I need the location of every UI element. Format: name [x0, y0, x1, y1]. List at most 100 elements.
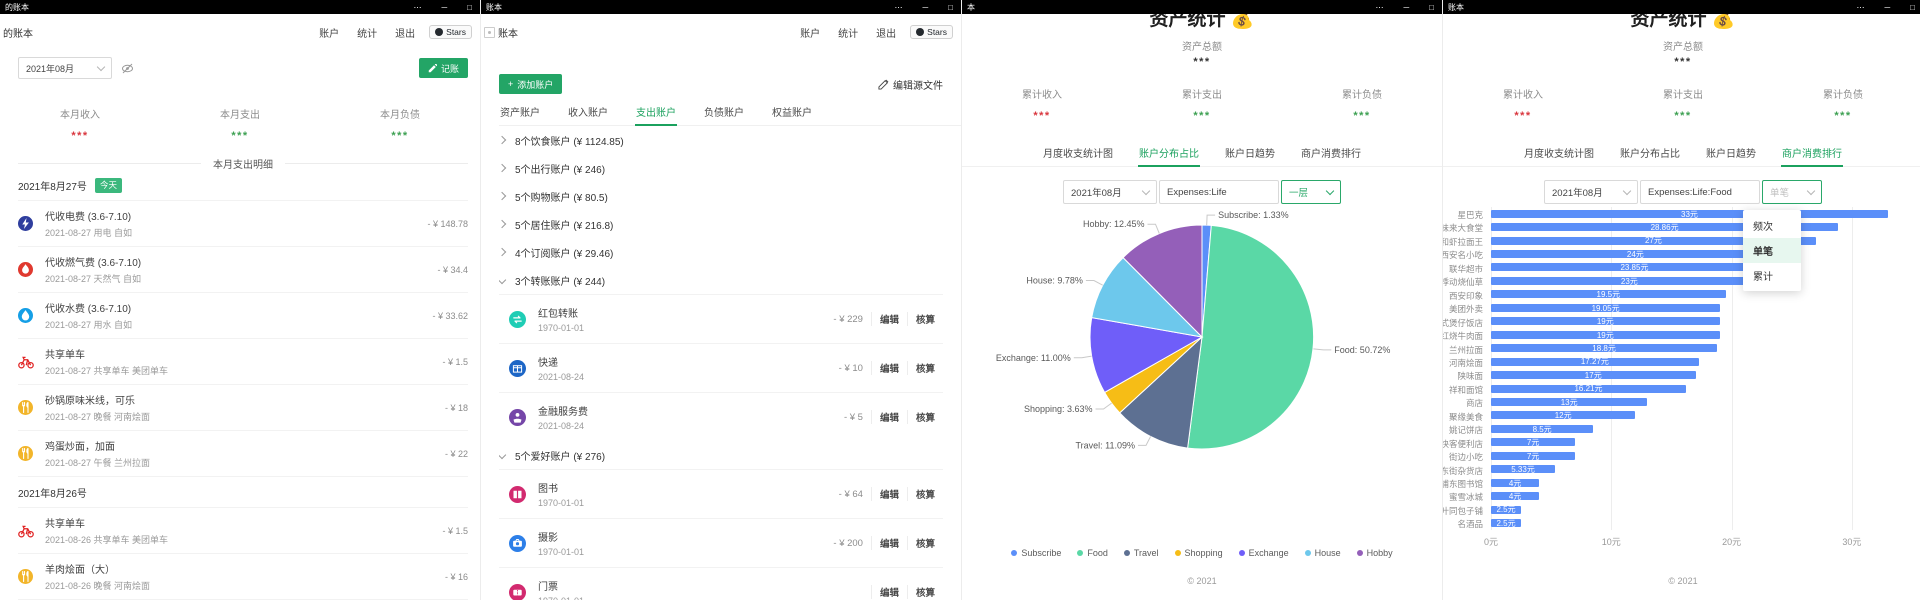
- account-query-input[interactable]: Expenses:Life:Food: [1640, 180, 1760, 204]
- tab-3[interactable]: 负债账户: [704, 108, 744, 119]
- transaction-row[interactable]: 砂锅原味米线，可乐 2021-08-27 晚餐 河南烩面 - ¥ 18: [18, 384, 468, 430]
- transaction-row[interactable]: 羊肉烩面（大） 2021-08-26 晚餐 河南烩面 - ¥ 16: [18, 553, 468, 599]
- audit-link[interactable]: 核算: [906, 487, 943, 501]
- pie-slice-food[interactable]: [1187, 224, 1315, 450]
- bar-10[interactable]: [1491, 344, 1718, 353]
- stats-tab-0[interactable]: 月度收支统计图: [1043, 149, 1113, 160]
- audit-link[interactable]: 核算: [906, 585, 943, 599]
- bar-13[interactable]: [1491, 384, 1686, 393]
- stats-tab-3[interactable]: 商户消费排行: [1301, 149, 1361, 160]
- stats-tab-3[interactable]: 商户消费排行: [1781, 145, 1843, 167]
- bar-17[interactable]: [1491, 438, 1576, 447]
- legend-item-food[interactable]: Food: [1077, 548, 1108, 558]
- bar-14[interactable]: [1491, 397, 1648, 406]
- window-titlebar[interactable]: 账本 ⋯ ─ □: [1443, 0, 1920, 14]
- window-minimize-button[interactable]: ─: [1403, 2, 1410, 12]
- mode-select[interactable]: 单笔: [1762, 180, 1822, 204]
- window-titlebar[interactable]: 的账本 ⋯ ─ □: [0, 0, 480, 14]
- window-maximize-button[interactable]: □: [467, 2, 472, 12]
- edit-link[interactable]: 编辑: [870, 312, 907, 326]
- account-query-input[interactable]: Expenses:Life: [1159, 180, 1279, 204]
- nav-item-logout[interactable]: 退出: [395, 28, 416, 40]
- tab-1[interactable]: 收入账户: [568, 108, 608, 119]
- window-maximize-button[interactable]: □: [1910, 2, 1915, 12]
- bar-12[interactable]: [1491, 371, 1696, 380]
- account-group-header[interactable]: 3个转账账户 (¥ 244): [499, 266, 943, 294]
- account-group-header[interactable]: 5个居住账户 (¥ 216.8): [499, 210, 943, 238]
- legend-item-house[interactable]: House: [1304, 548, 1341, 558]
- tab-4[interactable]: 权益账户: [772, 108, 812, 119]
- window-titlebar[interactable]: 账本 ⋯ ─ □: [481, 0, 961, 14]
- bar-19[interactable]: [1491, 465, 1556, 474]
- edit-source-button[interactable]: 编辑源文件: [878, 77, 943, 92]
- account-group-header[interactable]: 5个爱好账户 (¥ 276): [499, 441, 943, 469]
- nav-item-stats[interactable]: 统计: [838, 28, 859, 40]
- nav-item-accounts[interactable]: 账户: [800, 28, 821, 40]
- bar-5[interactable]: [1491, 276, 1768, 285]
- account-group-header[interactable]: 4个订阅账户 (¥ 29.46): [499, 238, 943, 266]
- account-group-header[interactable]: 8个饮食账户 (¥ 1124.85): [499, 126, 943, 154]
- window-minimize-button[interactable]: ─: [441, 2, 448, 12]
- bar-18[interactable]: [1491, 451, 1576, 460]
- bar-1[interactable]: [1491, 223, 1839, 232]
- account-row[interactable]: 红包转账 1970-01-01 - ¥ 229 编辑 核算: [499, 294, 943, 343]
- dropdown-option-0[interactable]: 频次: [1753, 222, 1773, 233]
- bar-21[interactable]: [1491, 492, 1540, 501]
- window-more-button[interactable]: ⋯: [894, 2, 903, 12]
- transaction-row[interactable]: 代收燃气费 (3.6-7.10) 2021-08-27 天然气 自如 - ¥ 34.…: [18, 246, 468, 292]
- stats-tab-2[interactable]: 账户日趋势: [1225, 149, 1275, 160]
- transaction-row[interactable]: 代收电费 (3.6-7.10) 2021-08-27 用电 自如 - ¥ 148.7…: [18, 200, 468, 246]
- bar-4[interactable]: [1491, 263, 1778, 272]
- stats-tab-2[interactable]: 账户日趋势: [1706, 149, 1756, 160]
- nav-item-logout[interactable]: 退出: [876, 28, 897, 40]
- account-row[interactable]: 摄影 1970-01-01 - ¥ 200 编辑 核算: [499, 518, 943, 567]
- tab-0[interactable]: 资产账户: [500, 108, 540, 119]
- window-more-button[interactable]: ⋯: [413, 2, 422, 12]
- pie-slice-exchange[interactable]: [1089, 317, 1204, 394]
- month-select[interactable]: 2021年08月: [18, 57, 112, 79]
- legend-item-hobby[interactable]: Hobby: [1356, 548, 1393, 558]
- nav-item-accounts[interactable]: 账户: [319, 28, 340, 40]
- bar-7[interactable]: [1491, 303, 1721, 312]
- transaction-row[interactable]: 鸡蛋炒面，加面 2021-08-27 午餐 兰州拉面 - ¥ 22: [18, 430, 468, 476]
- stats-tab-1[interactable]: 账户分布占比: [1138, 145, 1200, 167]
- bar-0[interactable]: [1491, 209, 1888, 218]
- month-select[interactable]: 2021年08月: [1544, 180, 1638, 204]
- edit-link[interactable]: 编辑: [870, 410, 907, 424]
- dropdown-option-1[interactable]: 单笔: [1743, 238, 1801, 263]
- account-group-header[interactable]: 5个出行账户 (¥ 246): [499, 154, 943, 182]
- tab-2[interactable]: 支出账户: [635, 104, 677, 126]
- add-account-button[interactable]: + 添加账户: [499, 74, 563, 94]
- bar-8[interactable]: [1491, 317, 1720, 326]
- record-transaction-button[interactable]: 记账: [418, 58, 468, 78]
- account-row[interactable]: 金融服务费 2021-08-24 - ¥ 5 编辑 核算: [499, 392, 943, 441]
- window-minimize-button[interactable]: ─: [1884, 2, 1891, 12]
- transaction-row[interactable]: 代收水费 (3.6-7.10) 2021-08-27 用水 自如 - ¥ 33.62: [18, 292, 468, 338]
- account-row[interactable]: 图书 1970-01-01 - ¥ 64 编辑 核算: [499, 469, 943, 518]
- bar-6[interactable]: [1491, 290, 1726, 299]
- pie-slice-travel[interactable]: [1118, 335, 1203, 449]
- window-minimize-button[interactable]: ─: [922, 2, 929, 12]
- nav-item-stats[interactable]: 统计: [357, 28, 378, 40]
- edit-link[interactable]: 编辑: [870, 487, 907, 501]
- edit-link[interactable]: 编辑: [870, 536, 907, 550]
- transaction-row[interactable]: 共享单车 2021-08-27 共享单车 美团单车 - ¥ 1.5: [18, 338, 468, 384]
- bar-9[interactable]: [1491, 330, 1720, 339]
- legend-item-travel[interactable]: Travel: [1123, 548, 1159, 558]
- bar-2[interactable]: [1491, 236, 1816, 245]
- audit-link[interactable]: 核算: [906, 312, 943, 326]
- window-maximize-button[interactable]: □: [1429, 2, 1434, 12]
- legend-item-exchange[interactable]: Exchange: [1238, 548, 1289, 558]
- bar-22[interactable]: [1491, 505, 1522, 514]
- stats-tab-1[interactable]: 账户分布占比: [1620, 149, 1680, 160]
- bar-11[interactable]: [1491, 357, 1699, 366]
- transaction-row[interactable]: 共享单车 2021-08-26 共享单车 美团单车 - ¥ 1.5: [18, 507, 468, 553]
- github-stars-button[interactable]: Stars: [429, 25, 472, 39]
- level-select[interactable]: 一层: [1281, 180, 1341, 204]
- bar-20[interactable]: [1491, 478, 1540, 487]
- month-select[interactable]: 2021年08月: [1063, 180, 1157, 204]
- edit-link[interactable]: 编辑: [870, 361, 907, 375]
- stats-tab-0[interactable]: 月度收支统计图: [1524, 149, 1594, 160]
- audit-link[interactable]: 核算: [906, 410, 943, 424]
